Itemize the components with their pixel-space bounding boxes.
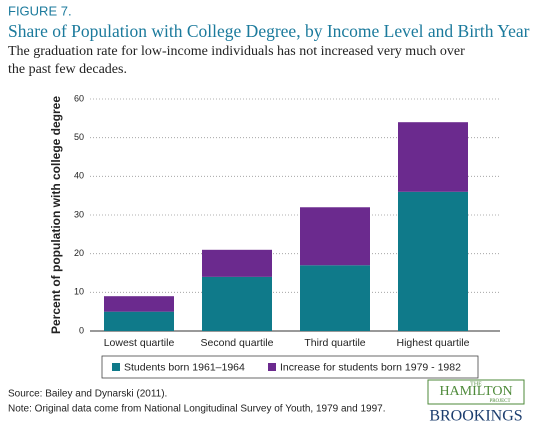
bar-segment [300, 207, 370, 266]
figure-label: FIGURE 7. [8, 3, 72, 18]
logo-org: BROOKINGS [429, 408, 522, 425]
logo-main: HAMILTON [439, 384, 512, 399]
source: Source: Bailey and Dynarski (2011). [8, 389, 167, 400]
bar-segment [202, 249, 272, 277]
bar-segment [202, 276, 272, 331]
x-tick-label: Lowest quartile [104, 337, 175, 349]
bar-segment [104, 311, 174, 331]
y-axis-label: Percent of population with college degre… [49, 96, 63, 334]
y-tick-label: 10 [74, 287, 84, 297]
x-tick-label: Highest quartile [397, 337, 470, 349]
chart-title: Share of Population with College Degree,… [8, 21, 530, 41]
y-tick-label: 30 [74, 209, 84, 219]
subtitle-box: The graduation rate for low-income indiv… [8, 44, 465, 77]
x-tick-label: Third quartile [304, 337, 365, 349]
legend-swatch [112, 363, 120, 371]
y-tick-label: 0 [79, 325, 84, 335]
logo-frame [427, 379, 525, 405]
legend-label: Increase for students born 1979 - 1982 [280, 361, 461, 373]
y-tick-label: 50 [74, 132, 84, 142]
legend-box [101, 355, 479, 379]
y-tick-label: 40 [74, 171, 84, 181]
bar-segment [398, 191, 468, 331]
legend-label: Students born 1961–1964 [124, 361, 245, 373]
bar-segment [300, 265, 370, 331]
bar-segment [398, 122, 468, 192]
logo-top: THE [470, 381, 482, 387]
legend-swatch [268, 363, 276, 371]
logo-sub: PROJECT [489, 399, 510, 404]
x-tick-label: Second quartile [201, 337, 274, 349]
y-tick-label: 60 [74, 93, 84, 103]
chart-subtitle: The graduation rate for low-income indiv… [8, 44, 465, 77]
bar-segment [104, 296, 174, 312]
y-tick-label: 20 [74, 248, 84, 258]
note: Note: Original data come from National L… [8, 404, 385, 415]
